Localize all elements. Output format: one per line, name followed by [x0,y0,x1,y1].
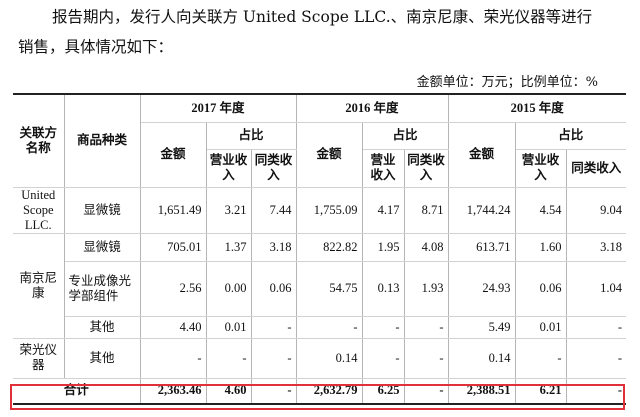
total-value-cell: 6.21 [515,377,567,405]
value-cell: - [251,338,297,379]
header-party: 关联方名称 [13,93,65,188]
header-amount: 金额 [140,122,207,188]
product-cell: 显微镜 [64,187,141,234]
total-value-cell: 4.60 [206,377,252,405]
value-cell: - [206,338,252,379]
value-cell: 0.01 [515,316,567,339]
total-value-cell: - [566,377,626,405]
product-cell: 显微镜 [64,233,141,262]
value-cell: 3.21 [206,187,252,234]
header-year-2015: 2015 年度 [448,93,626,123]
value-cell: 1.95 [362,233,405,262]
value-cell: 24.93 [448,261,516,317]
party-cell: United Scope LLC. [13,187,65,234]
table-row: 南京尼康 显微镜 705.01 1.37 3.18 822.82 1.95 4.… [13,233,626,339]
value-cell: 1.60 [515,233,567,262]
value-cell: 4.40 [140,316,207,339]
total-value-cell: 2,632.79 [296,377,363,405]
header-revenue: 营业收入 [362,149,405,188]
unit-note: 金额单位：万元；比例单位：% [416,75,598,90]
value-cell: 0.14 [296,338,363,379]
value-cell: - [404,338,449,379]
value-cell: - [566,338,626,379]
value-cell: - [362,338,405,379]
value-cell: - [140,338,207,379]
value-cell: 2.56 [140,261,207,317]
value-cell: 0.06 [515,261,567,317]
related-party-sales-table: 关联方名称 商品种类 2017 年度 2016 年度 2015 年度 金额 占比… [13,93,626,405]
value-cell: - [362,316,405,339]
value-cell: - [404,316,449,339]
intro-paragraph: 报告期内，发行人向关联方 United Scope LLC.、南京尼康、荣光仪器… [18,2,628,62]
header-year-2017: 2017 年度 [140,93,297,123]
product-cell: 专业成像光学部组件 [64,261,141,317]
total-value-cell: 6.25 [362,377,405,405]
product-cell: 其他 [64,338,141,379]
intro-line-1: 报告期内，发行人向关联方 United Scope LLC.、南京尼康、荣光仪器… [52,8,593,26]
value-cell: 1,744.24 [448,187,516,234]
value-cell: 3.18 [566,233,626,262]
value-cell: 9.04 [566,187,626,234]
total-row: 合计 2,363.46 4.60 - 2,632.79 6.25 - 2,388… [13,377,626,405]
total-label: 合计 [13,377,141,405]
header-amount: 金额 [296,122,363,188]
header-same-type: 同类收入 [404,149,449,188]
value-cell: - [566,316,626,339]
value-cell: 1.04 [566,261,626,317]
table-row: 专业成像光学部组件 2.56 0.00 0.06 54.75 0.13 1.93… [13,261,626,317]
value-cell: 0.13 [362,261,405,317]
header-revenue: 营业收入 [206,149,252,188]
total-value-cell: 2,388.51 [448,377,516,405]
value-cell: - [515,338,567,379]
total-value-cell: - [404,377,449,405]
value-cell: 1,651.49 [140,187,207,234]
value-cell: 7.44 [251,187,297,234]
value-cell: 822.82 [296,233,363,262]
value-cell: 3.18 [251,233,297,262]
value-cell: 0.06 [251,261,297,317]
product-cell: 其他 [64,316,141,339]
value-cell: 705.01 [140,233,207,262]
header-year-2016: 2016 年度 [296,93,449,123]
value-cell: 0.00 [206,261,252,317]
party-cell: 南京尼康 [13,233,65,339]
header-share: 占比 [515,122,626,150]
value-cell: 54.75 [296,261,363,317]
value-cell: 1.93 [404,261,449,317]
table-row: 其他 4.40 0.01 - - - - 5.49 0.01 - [13,316,626,339]
header-amount: 金额 [448,122,516,188]
party-cell: 荣光仪器 [13,338,65,379]
total-value-cell: - [251,377,297,405]
intro-line-2: 销售，具体情况如下： [18,38,174,56]
table-row: 荣光仪器 其他 - - - 0.14 - - 0.14 - - [13,338,626,379]
value-cell: 4.08 [404,233,449,262]
value-cell: 1,755.09 [296,187,363,234]
header-share: 占比 [206,122,297,150]
value-cell: - [251,316,297,339]
header-revenue: 营业收入 [515,149,567,188]
value-cell: 0.14 [448,338,516,379]
value-cell: - [296,316,363,339]
value-cell: 8.71 [404,187,449,234]
value-cell: 613.71 [448,233,516,262]
header-product: 商品种类 [64,93,141,188]
header-same-type: 同类收入 [566,149,626,188]
total-value-cell: 2,363.46 [140,377,207,405]
header-share: 占比 [362,122,449,150]
table-row: United Scope LLC. 显微镜 1,651.49 3.21 7.44… [13,187,626,234]
value-cell: 4.54 [515,187,567,234]
value-cell: 5.49 [448,316,516,339]
value-cell: 0.01 [206,316,252,339]
value-cell: 1.37 [206,233,252,262]
value-cell: 4.17 [362,187,405,234]
header-same-type: 同类收入 [251,149,297,188]
